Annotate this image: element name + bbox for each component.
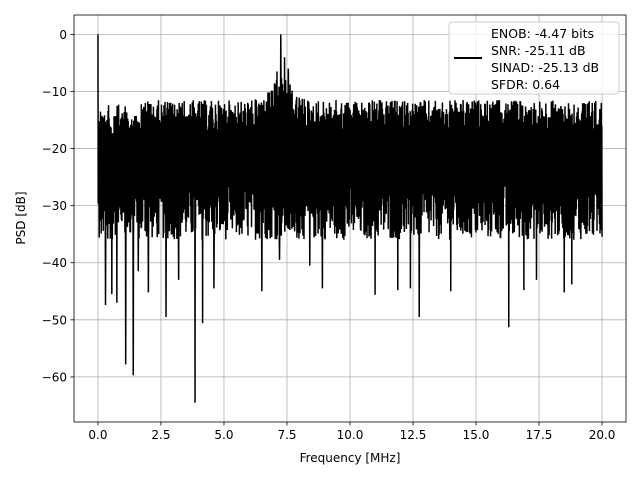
x-tick-label: 7.5 [277,428,296,442]
x-tick-label: 20.0 [589,428,616,442]
x-axis-label: Frequency [MHz] [300,451,401,465]
y-tick-label: −20 [42,142,67,156]
x-tick-label: 15.0 [463,428,490,442]
x-axis-ticks: 0.0 2.5 5.0 7.5 10.0 12.5 15.0 17.5 20.0 [88,422,615,442]
series-layer [97,34,603,403]
x-tick-label: 17.5 [526,428,553,442]
y-tick-label: −60 [42,370,67,384]
plot-area [97,34,603,403]
legend-line-enob: ENOB: -4.47 bits [491,26,594,41]
x-tick-label: 5.0 [214,428,233,442]
x-tick-label: 0.0 [88,428,107,442]
legend-box [448,21,620,95]
y-axis-label: PSD [dB] [14,191,28,244]
y-tick-label: −50 [42,313,67,327]
legend-line-snr: SNR: -25.11 dB [491,43,586,58]
x-tick-label: 2.5 [151,428,170,442]
x-tick-label: 12.5 [400,428,427,442]
legend-line-sfdr: SFDR: 0.64 [491,77,560,92]
legend-line-sinad: SINAD: -25.13 dB [491,60,599,75]
y-tick-label: −40 [42,256,67,270]
y-axis-ticks: 0 −10 −20 −30 −40 −50 −60 [42,28,74,384]
legend: ENOB: -4.47 bits SNR: -25.11 dB SINAD: -… [448,21,620,95]
psd-series-line [97,34,603,403]
x-tick-label: 10.0 [337,428,364,442]
y-tick-label: −30 [42,199,67,213]
y-tick-label: −10 [42,85,67,99]
y-tick-label: 0 [59,28,67,42]
